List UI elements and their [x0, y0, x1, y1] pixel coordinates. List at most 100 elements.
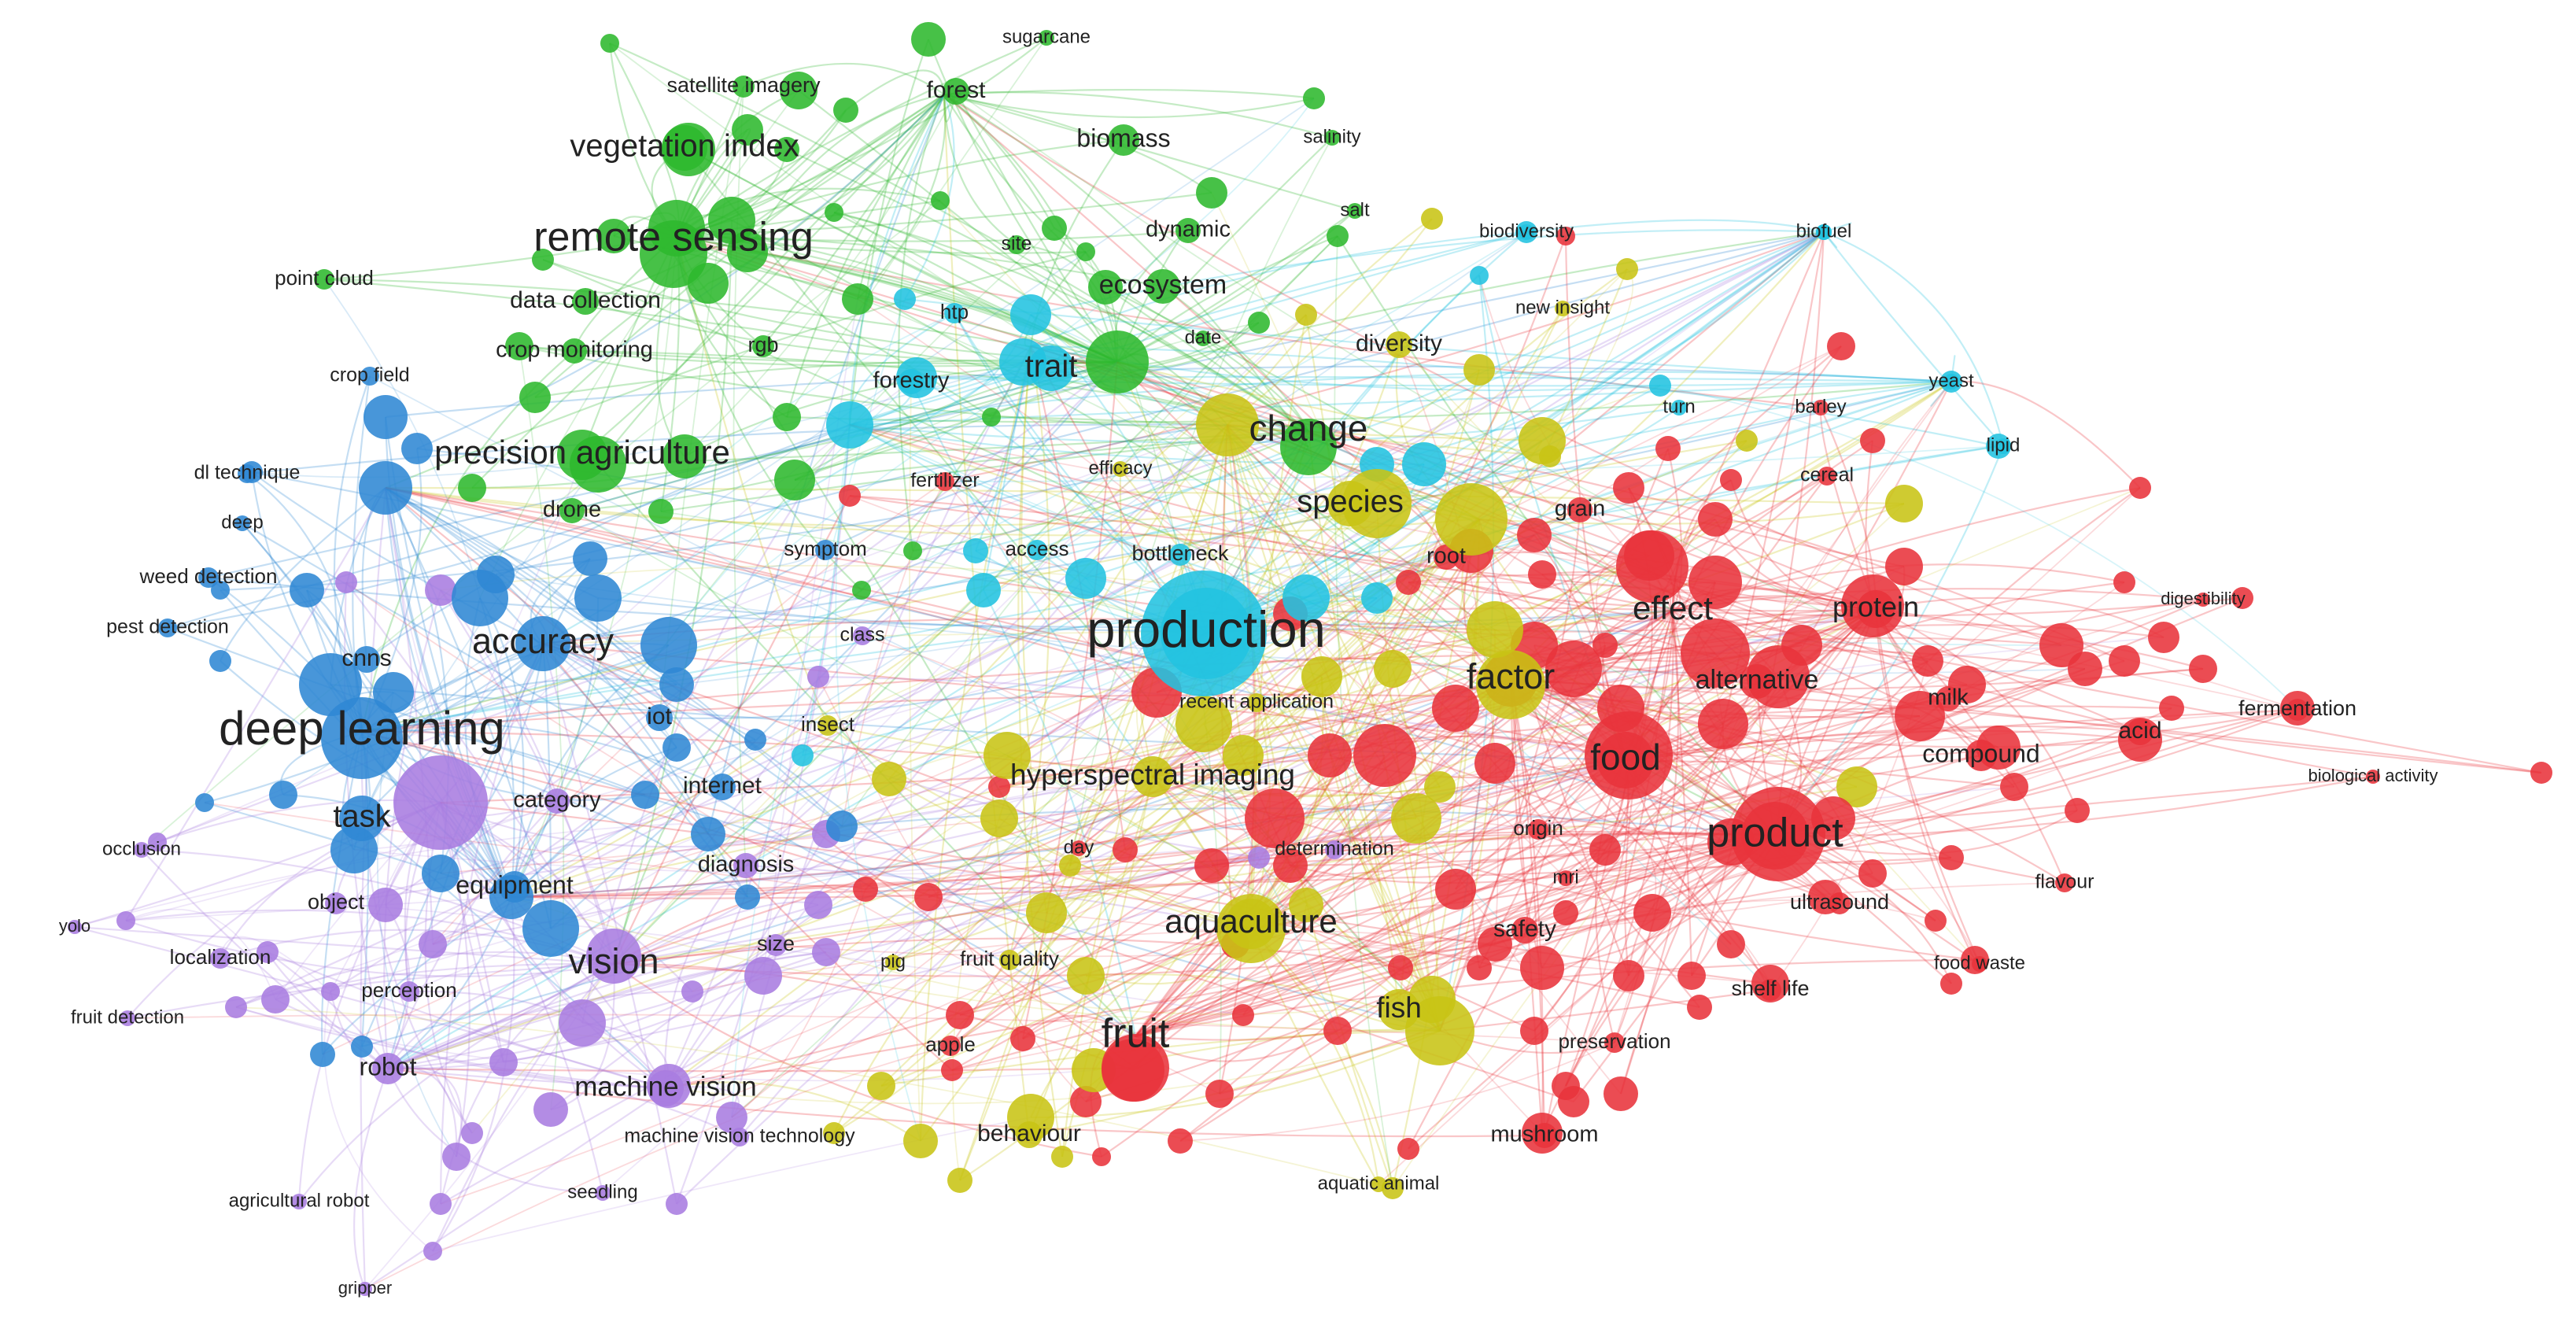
- node-rgb[interactable]: [752, 335, 774, 357]
- node-node-yellow-141[interactable]: [1382, 1177, 1404, 1199]
- node-node-red-192[interactable]: [1589, 834, 1621, 866]
- node-node-blue-50[interactable]: [330, 826, 378, 873]
- node-ecosystem[interactable]: [1146, 269, 1180, 304]
- node-node-green-22[interactable]: [648, 499, 674, 524]
- node-node-yellow-120[interactable]: [1374, 650, 1412, 688]
- node-node-red-199[interactable]: [1522, 1113, 1563, 1154]
- node-node-yellow-123[interactable]: [1391, 793, 1441, 844]
- node-node-cyan-109[interactable]: [1986, 434, 2011, 459]
- node-node-green-5[interactable]: [662, 123, 715, 176]
- node-node-red-242[interactable]: [1528, 560, 1556, 589]
- node-salinity[interactable]: [1324, 130, 1340, 146]
- node-node-red-211[interactable]: [946, 1001, 974, 1029]
- node-mri[interactable]: [1558, 870, 1574, 886]
- node-node-blue-54[interactable]: [573, 541, 607, 576]
- node-node-purple-82[interactable]: [666, 1193, 688, 1215]
- node-pest-detection[interactable]: [158, 618, 177, 637]
- node-bottleneck[interactable]: [1169, 544, 1191, 566]
- node-node-red-232[interactable]: [1925, 910, 1947, 932]
- node-node-red-156[interactable]: [1353, 724, 1416, 787]
- node-safety[interactable]: [1511, 917, 1538, 943]
- node-node-red-163[interactable]: [1616, 530, 1688, 603]
- node-seedling[interactable]: [595, 1185, 611, 1201]
- node-node-blue-60[interactable]: [826, 811, 858, 842]
- node-fertilizer[interactable]: [936, 472, 954, 491]
- node-node-red-227[interactable]: [2231, 587, 2253, 609]
- node-node-red-221[interactable]: [1517, 518, 1552, 552]
- node-node-purple-66[interactable]: [419, 930, 447, 958]
- node-efficacy[interactable]: [1113, 461, 1128, 477]
- node-node-yellow-143[interactable]: [1836, 766, 1877, 807]
- node-node-purple-91[interactable]: [225, 996, 247, 1018]
- node-weed-detection[interactable]: [198, 567, 219, 588]
- node-node-yellow-119[interactable]: [1301, 656, 1342, 697]
- node-node-red-224[interactable]: [1556, 227, 1575, 246]
- node-node-blue-62[interactable]: [351, 1036, 373, 1058]
- node-node-cyan-95[interactable]: [966, 573, 1001, 607]
- node-node-purple-80[interactable]: [812, 938, 840, 966]
- node-node-red-212[interactable]: [1010, 1026, 1035, 1051]
- node-diversity[interactable]: [1386, 331, 1412, 358]
- node-node-green-27[interactable]: [1088, 270, 1123, 305]
- node-node-yellow-144[interactable]: [1885, 485, 1923, 522]
- node-htp[interactable]: [944, 303, 965, 323]
- node-node-red-188[interactable]: [1717, 930, 1745, 958]
- node-symptom[interactable]: [815, 540, 836, 560]
- node-node-purple-71[interactable]: [461, 1122, 483, 1144]
- node-node-red-215[interactable]: [1232, 1004, 1254, 1026]
- node-node-green-34[interactable]: [931, 191, 950, 210]
- node-node-red-231[interactable]: [1858, 859, 1887, 888]
- node-node-yellow-122[interactable]: [1476, 650, 1545, 719]
- node-node-red-225[interactable]: [2113, 571, 2135, 593]
- node-node-green-16[interactable]: [519, 382, 551, 413]
- node-point-cloud[interactable]: [314, 269, 334, 290]
- node-node-green-33[interactable]: [1327, 225, 1349, 247]
- node-node-red-213[interactable]: [988, 776, 1010, 798]
- node-node-red-243[interactable]: [1655, 436, 1681, 461]
- node-node-red-216[interactable]: [1827, 332, 1855, 360]
- node-node-red-233[interactable]: [1961, 946, 1989, 974]
- node-node-red-206[interactable]: [1194, 848, 1229, 883]
- node-node-red-203[interactable]: [1397, 1138, 1419, 1160]
- node-node-red-169[interactable]: [1841, 574, 1904, 637]
- node-node-purple-83[interactable]: [423, 1242, 442, 1261]
- node-node-red-151[interactable]: [1070, 1086, 1102, 1117]
- node-node-red-238[interactable]: [1323, 1017, 1352, 1045]
- node-node-cyan-106[interactable]: [1515, 221, 1537, 243]
- node-node-red-234[interactable]: [1940, 973, 1962, 995]
- node-node-purple-89[interactable]: [148, 833, 167, 851]
- node-node-blue-35[interactable]: [364, 395, 408, 439]
- node-node-red-158[interactable]: [1474, 743, 1515, 784]
- node-node-cyan-100[interactable]: [1361, 582, 1393, 614]
- node-node-green-12[interactable]: [505, 332, 533, 360]
- node-node-red-219[interactable]: [1698, 502, 1733, 537]
- node-node-green-2[interactable]: [780, 72, 817, 109]
- node-node-yellow-113[interactable]: [1519, 417, 1566, 464]
- node-node-green-29[interactable]: [1248, 312, 1270, 334]
- node-node-red-200[interactable]: [1558, 1086, 1589, 1117]
- node-turn[interactable]: [1671, 400, 1687, 415]
- node-drone[interactable]: [559, 498, 585, 523]
- node-node-cyan-103[interactable]: [894, 288, 916, 310]
- node-node-purple-68[interactable]: [261, 985, 290, 1014]
- node-node-red-236[interactable]: [1613, 960, 1644, 991]
- node-barley[interactable]: [1813, 400, 1829, 415]
- node-node-green-6[interactable]: [774, 137, 799, 162]
- node-node-red-181[interactable]: [2148, 622, 2179, 653]
- node-node-cyan-111[interactable]: [1470, 266, 1489, 285]
- node-node-cyan-98[interactable]: [1010, 294, 1051, 335]
- node-node-yellow-131[interactable]: [947, 1168, 972, 1193]
- node-node-yellow-138[interactable]: [867, 1072, 895, 1100]
- node-cnns[interactable]: [353, 646, 380, 673]
- node-node-red-160[interactable]: [1545, 641, 1602, 697]
- node-node-purple-74[interactable]: [533, 1092, 568, 1127]
- node-node-yellow-136[interactable]: [1026, 892, 1067, 933]
- node-node-blue-36[interactable]: [359, 461, 412, 515]
- node-node-red-153[interactable]: [1245, 788, 1305, 848]
- node-node-purple-78[interactable]: [744, 957, 782, 995]
- node-node-yellow-130[interactable]: [903, 1124, 938, 1158]
- node-node-green-0[interactable]: [911, 22, 946, 57]
- node-apple[interactable]: [940, 1036, 961, 1056]
- node-sugarcane[interactable]: [1039, 30, 1054, 46]
- node-node-cyan-110[interactable]: [1649, 375, 1671, 397]
